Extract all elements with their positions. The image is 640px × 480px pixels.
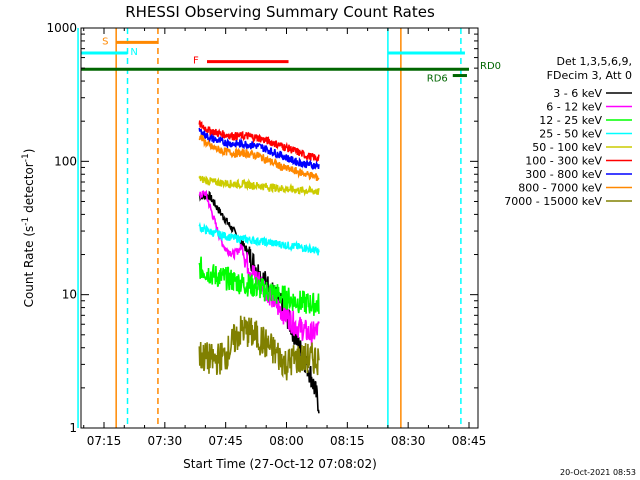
x-tick-label-4: 08:15 xyxy=(330,434,365,448)
x-tick-label-3: 08:00 xyxy=(269,434,304,448)
series-line-8 xyxy=(198,315,320,381)
footer-timestamp: 20-Oct-2021 08:53 xyxy=(560,468,636,477)
legend-label-6: 300 - 800 keV xyxy=(525,168,602,181)
state-label-F: F xyxy=(193,56,199,67)
x-tick-label-5: 08:30 xyxy=(391,434,426,448)
x-axis-label: Start Time (27-Oct-12 07:08:02) xyxy=(183,457,377,471)
plot-frame xyxy=(80,27,479,429)
y-axis-label-main: Count Rate (s xyxy=(22,226,36,308)
y-axis-label-end: ) xyxy=(22,149,36,154)
state-label-RD6: RD6 xyxy=(427,74,448,85)
series-line-3 xyxy=(198,221,320,256)
y-axis-label-sup2: -1 xyxy=(21,153,31,162)
series-line-2 xyxy=(198,256,320,316)
y-axis-label-mid: detector xyxy=(22,162,36,217)
x-tick-label-6: 08:45 xyxy=(452,434,487,448)
state-label-RD0: RD0 xyxy=(480,61,501,72)
axes-layer: 07:15 07:30 07:45 08:00 08:15 08:30 08:45 1 10 10… xyxy=(46,21,486,448)
legend-label-5: 100 - 300 keV xyxy=(525,155,602,168)
y-tick-label-1: 10 xyxy=(62,288,77,302)
legend-label-1: 6 - 12 keV xyxy=(546,101,602,114)
legend-label-2: 12 - 25 keV xyxy=(539,114,602,127)
series-line-5 xyxy=(198,120,320,162)
legend-label-0: 3 - 6 keV xyxy=(553,87,602,100)
series-line-7 xyxy=(198,134,320,182)
y-tick-label-0: 1 xyxy=(69,421,77,435)
y-axis-label: Count Rate (s-1 detector-1) xyxy=(21,149,36,308)
x-tick-label-0: 07:15 xyxy=(87,434,122,448)
series-layer xyxy=(198,120,320,414)
series-line-4 xyxy=(198,175,320,197)
legend-label-3: 25 - 50 keV xyxy=(539,128,602,141)
y-tick-label-3: 1000 xyxy=(46,21,77,35)
y-axis-label-sup1: -1 xyxy=(21,217,31,226)
state-label-S: S xyxy=(102,36,108,47)
legend-label-7: 800 - 7000 keV xyxy=(518,182,602,195)
x-tick-label-1: 07:30 xyxy=(148,434,183,448)
legend-label-4: 50 - 100 keV xyxy=(532,141,602,154)
legend-label-8: 7000 - 15000 keV xyxy=(504,195,602,208)
legend-header-line2: FDecim 3, Att 0 xyxy=(547,69,632,82)
state-label-N: N xyxy=(130,47,137,58)
y-tick-label-2: 100 xyxy=(54,154,77,168)
x-tick-label-2: 07:45 xyxy=(208,434,243,448)
state-bars-layer: S N F RD0 RD6 xyxy=(77,28,501,428)
chart-title: RHESSI Observing Summary Count Rates xyxy=(125,3,435,21)
series-line-6 xyxy=(198,127,320,170)
legend-header-line1: Det 1,3,5,6,9, xyxy=(556,55,632,68)
